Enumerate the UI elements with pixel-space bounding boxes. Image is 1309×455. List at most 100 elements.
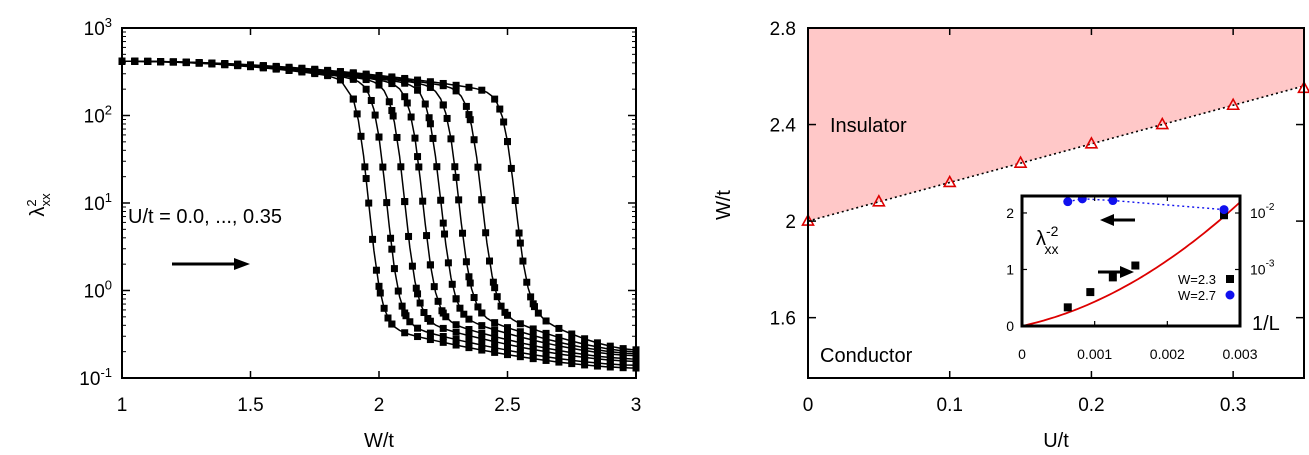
left-point-3-22 [401, 93, 409, 101]
left-point-1-47 [390, 265, 398, 273]
left-point-6-26 [452, 87, 460, 95]
left-point-7-13 [285, 63, 293, 71]
inset-right-y-tick-label-0: 10-3 [1250, 259, 1275, 278]
left-point-4-27 [465, 315, 473, 323]
left-x-tick-label-1: 1.5 [237, 395, 263, 416]
left-point-0-41 [349, 95, 357, 103]
left-point-5-31 [516, 328, 524, 336]
left-point-4-51 [460, 310, 468, 318]
left-point-1-50 [402, 312, 410, 320]
left-point-0-29 [491, 348, 499, 356]
left-point-5-42 [443, 114, 451, 122]
right-y-tick-label-0: 1.6 [770, 309, 796, 330]
left-point-1-39 [619, 361, 627, 369]
left-point-0-34 [555, 358, 563, 366]
phase-point-3 [1013, 155, 1028, 168]
left-point-0-42 [353, 110, 361, 118]
left-point-6-27 [465, 111, 473, 119]
left-point-6-48 [489, 278, 497, 286]
left-point-3-38 [606, 354, 614, 362]
inset-point-0-3 [1131, 261, 1140, 270]
left-point-2-43 [393, 133, 401, 141]
left-y-axis-label-base: λ [27, 207, 49, 217]
left-point-6-37 [593, 343, 601, 351]
left-point-7-8 [221, 60, 229, 68]
left-point-5-48 [466, 279, 474, 287]
inset-legend: W=2.3 W=2.7 [1178, 272, 1235, 303]
right-y-tick-label-2: 2.4 [770, 116, 797, 137]
left-point-6-35 [568, 337, 576, 345]
left-point-0-43 [357, 132, 365, 140]
left-point-3-42 [407, 113, 415, 121]
inset-left-y-tick-label-0: 0 [1006, 318, 1014, 334]
left-point-3-32 [529, 341, 537, 349]
left-point-6-49 [493, 293, 501, 301]
left-point-1-19 [362, 85, 370, 93]
left-point-7-27 [465, 83, 473, 91]
inset-y-axis-label-sup: -2 [1046, 223, 1059, 239]
left-point-3-34 [555, 346, 563, 354]
left-point-7-46 [515, 229, 523, 237]
left-point-7-25 [439, 79, 447, 87]
left-point-5-50 [474, 303, 482, 311]
left-point-4-25 [439, 219, 447, 227]
inset-right-y-ticks: 10-3 10-2 [1235, 202, 1275, 278]
left-point-7-1 [131, 57, 139, 65]
inset-frame [1020, 194, 1242, 328]
left-point-1-49 [398, 302, 406, 310]
left-point-1-27 [465, 338, 473, 346]
left-point-7-50 [530, 303, 538, 311]
left-y-axis-label: λ2xx [24, 193, 53, 217]
left-y-tick-label-3: 102 [84, 103, 112, 128]
left-point-0-28 [478, 346, 486, 354]
inset-chart: 0 0.001 0.002 0.003 012 10-310-2 λ-2 xx 1/L … [1006, 194, 1280, 362]
left-point-3-50 [438, 307, 446, 315]
left-x-ticks: 1 1.5 2 2.5 3 [117, 28, 642, 416]
right-y-ticks: 1.6 2 2.4 2.8 [770, 19, 1304, 330]
left-point-4-28 [478, 322, 486, 330]
inset-point-1-3 [1219, 205, 1229, 215]
right-x-ticks: 0 0.1 0.2 0.3 [803, 28, 1246, 416]
left-point-2-48 [412, 284, 420, 292]
left-point-3-43 [411, 134, 419, 142]
left-point-6-51 [501, 308, 509, 316]
left-point-1-37 [593, 359, 601, 367]
left-point-3-29 [491, 333, 499, 341]
left-point-3-28 [478, 329, 486, 337]
left-point-2-25 [439, 324, 447, 332]
left-point-7-45 [511, 197, 519, 205]
right-chart: 0 0.1 0.2 0.3 1.622.42.8 U/t W/t Insulator … [713, 19, 1309, 452]
right-plot-frame [807, 27, 1305, 379]
left-point-6-45 [478, 196, 486, 204]
inset-arrow-right-series [1098, 266, 1134, 278]
left-point-7-36 [581, 335, 589, 343]
left-point-7-34 [555, 324, 563, 332]
left-point-1-36 [581, 358, 589, 366]
left-point-4-47 [444, 259, 452, 267]
inset-background [1022, 196, 1240, 326]
left-point-2-20 [375, 81, 383, 89]
left-x-tick-label-4: 3 [631, 395, 642, 416]
inset-y-axis-label-base: λ [1036, 228, 1046, 250]
left-point-3-46 [423, 232, 431, 240]
left-point-5-35 [568, 341, 576, 349]
left-point-1-46 [387, 234, 395, 242]
left-point-0-30 [504, 351, 511, 359]
inset-arrow-left-series [1100, 214, 1135, 226]
left-point-7-9 [234, 60, 242, 68]
left-y-axis-label-sub: xx [38, 193, 53, 207]
left-point-7-15 [311, 65, 319, 73]
left-point-4-45 [437, 196, 445, 204]
left-x-tick-label-0: 1 [117, 395, 128, 416]
left-point-0-48 [376, 289, 384, 297]
left-x-tick-label-3: 2.5 [494, 395, 520, 416]
left-point-7-5 [182, 58, 190, 66]
right-y-tick-label-3: 2.8 [770, 19, 796, 40]
left-point-2-30 [504, 340, 511, 348]
left-point-2-50 [420, 309, 428, 317]
left-point-7-2 [144, 57, 152, 65]
left-point-4-29 [491, 326, 499, 334]
left-point-0-50 [384, 314, 392, 322]
left-point-7-37 [593, 339, 601, 347]
